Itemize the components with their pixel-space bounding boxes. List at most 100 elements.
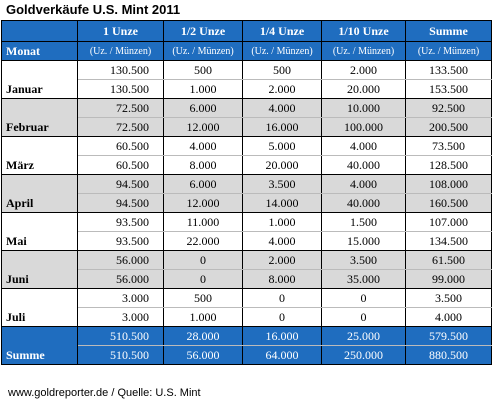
cell-muenzen: 40.000: [321, 155, 406, 175]
header-monat-spacer: [1, 20, 78, 42]
cell-muenzen: 0: [163, 269, 243, 289]
header-subrow: Monat (Uz. / Münzen) (Uz. / Münzen) (Uz.…: [1, 41, 492, 61]
cell-unze: 6.000: [163, 174, 243, 194]
cell-unze: 28.000: [163, 326, 243, 346]
cell-unze: 108.000: [405, 174, 492, 194]
cell-unze: 579.500: [405, 326, 492, 346]
header-sub-3: (Uz. / Münzen): [242, 41, 322, 61]
cell-muenzen: 15.000: [321, 231, 406, 251]
table-row: Februar 72.500 6.000 4.000 10.000 92.500: [1, 98, 492, 137]
cell-unze: 10.000: [321, 98, 406, 118]
cell-unze: 2.000: [242, 250, 322, 270]
cell-muenzen: 22.000: [163, 231, 243, 251]
month-label: Mai: [1, 212, 78, 251]
table-row: Summe 510.500 28.000 16.000 25.000 579.500: [1, 326, 492, 365]
month-label: Januar: [1, 60, 78, 99]
cell-muenzen: 8.000: [242, 269, 322, 289]
cell-unze: 92.500: [405, 98, 492, 118]
cell-muenzen: 16.000: [242, 117, 322, 137]
cell-muenzen: 510.500: [77, 345, 164, 365]
cell-muenzen: 1.000: [163, 307, 243, 327]
cell-unze: 93.500: [77, 212, 164, 232]
cell-muenzen: 100.000: [321, 117, 406, 137]
table-row: Juli 3.000 500 0 0 3.500: [1, 288, 492, 327]
cell-unze: 72.500: [77, 98, 164, 118]
cell-unze: 60.500: [77, 136, 164, 156]
table-row: 94.500 12.000 14.000 40.000 160.500: [2, 193, 492, 213]
cell-unze: 1.000: [242, 212, 322, 232]
cell-muenzen: 4.000: [242, 231, 322, 251]
cell-unze: 500: [163, 288, 243, 308]
cell-muenzen: 40.000: [321, 193, 406, 213]
cell-muenzen: 2.000: [242, 79, 322, 99]
header-sub-4: (Uz. / Münzen): [321, 41, 406, 61]
cell-muenzen: 153.500: [405, 79, 492, 99]
cell-muenzen: 56.000: [77, 269, 164, 289]
cell-unze: 0: [242, 288, 322, 308]
cell-unze: 4.000: [321, 136, 406, 156]
cell-muenzen: 93.500: [77, 231, 164, 251]
cell-unze: 500: [242, 60, 322, 80]
cell-unze: 6.000: [163, 98, 243, 118]
cell-unze: 500: [163, 60, 243, 80]
cell-muenzen: 20.000: [242, 155, 322, 175]
cell-unze: 0: [163, 250, 243, 270]
table-row: Juni 56.000 0 2.000 3.500 61.500: [1, 250, 492, 289]
cell-unze: 11.000: [163, 212, 243, 232]
cell-muenzen: 0: [321, 307, 406, 327]
cell-unze: 16.000: [242, 326, 322, 346]
cell-muenzen: 12.000: [163, 193, 243, 213]
cell-unze: 3.500: [405, 288, 492, 308]
cell-unze: 94.500: [77, 174, 164, 194]
cell-unze: 5.000: [242, 136, 322, 156]
cell-unze: 4.000: [163, 136, 243, 156]
month-label: Juni: [1, 250, 78, 289]
table-row: März 60.500 4.000 5.000 4.000 73.500: [1, 136, 492, 175]
cell-muenzen: 200.500: [405, 117, 492, 137]
cell-muenzen: 20.000: [321, 79, 406, 99]
cell-unze: 133.500: [405, 60, 492, 80]
source-footer: www.goldreporter.de / Quelle: U.S. Mint: [8, 387, 201, 399]
cell-muenzen: 1.000: [163, 79, 243, 99]
cell-muenzen: 250.000: [321, 345, 406, 365]
cell-muenzen: 3.000: [77, 307, 164, 327]
gold-sales-table: 1 Unze 1/2 Unze 1/4 Unze 1/10 Unze Summe…: [1, 20, 492, 365]
header-quarter-unze: 1/4 Unze: [242, 20, 322, 42]
cell-unze: 4.000: [321, 174, 406, 194]
table-row: Mai 93.500 11.000 1.000 1.500 107.000: [1, 212, 492, 251]
header-sub-5: (Uz. / Münzen): [405, 41, 492, 61]
cell-unze: 510.500: [77, 326, 164, 346]
cell-unze: 61.500: [405, 250, 492, 270]
table-row: 510.500 56.000 64.000 250.000 880.500: [2, 345, 492, 365]
table-row: 93.500 22.000 4.000 15.000 134.500: [2, 231, 492, 251]
cell-muenzen: 160.500: [405, 193, 492, 213]
cell-muenzen: 64.000: [242, 345, 322, 365]
cell-unze: 4.000: [242, 98, 322, 118]
cell-unze: 73.500: [405, 136, 492, 156]
header-sub-1: (Uz. / Münzen): [77, 41, 164, 61]
cell-muenzen: 60.500: [77, 155, 164, 175]
cell-unze: 3.000: [77, 288, 164, 308]
cell-unze: 56.000: [77, 250, 164, 270]
cell-unze: 3.500: [242, 174, 322, 194]
cell-unze: 3.500: [321, 250, 406, 270]
month-label: Februar: [1, 98, 78, 137]
cell-unze: 1.500: [321, 212, 406, 232]
cell-unze: 2.000: [321, 60, 406, 80]
cell-unze: 130.500: [77, 60, 164, 80]
cell-muenzen: 128.500: [405, 155, 492, 175]
header-1-unze: 1 Unze: [77, 20, 164, 42]
header-half-unze: 1/2 Unze: [163, 20, 243, 42]
cell-muenzen: 134.500: [405, 231, 492, 251]
table-title: Goldverkäufe U.S. Mint 2011: [6, 2, 181, 17]
month-label: April: [1, 174, 78, 213]
header-tenth-unze: 1/10 Unze: [321, 20, 406, 42]
header-monat: Monat: [1, 41, 78, 61]
cell-muenzen: 72.500: [77, 117, 164, 137]
cell-unze: 25.000: [321, 326, 406, 346]
header-sub-2: (Uz. / Münzen): [163, 41, 243, 61]
cell-muenzen: 35.000: [321, 269, 406, 289]
month-label: März: [1, 136, 78, 175]
cell-muenzen: 0: [242, 307, 322, 327]
header-row: 1 Unze 1/2 Unze 1/4 Unze 1/10 Unze Summe: [1, 20, 492, 42]
